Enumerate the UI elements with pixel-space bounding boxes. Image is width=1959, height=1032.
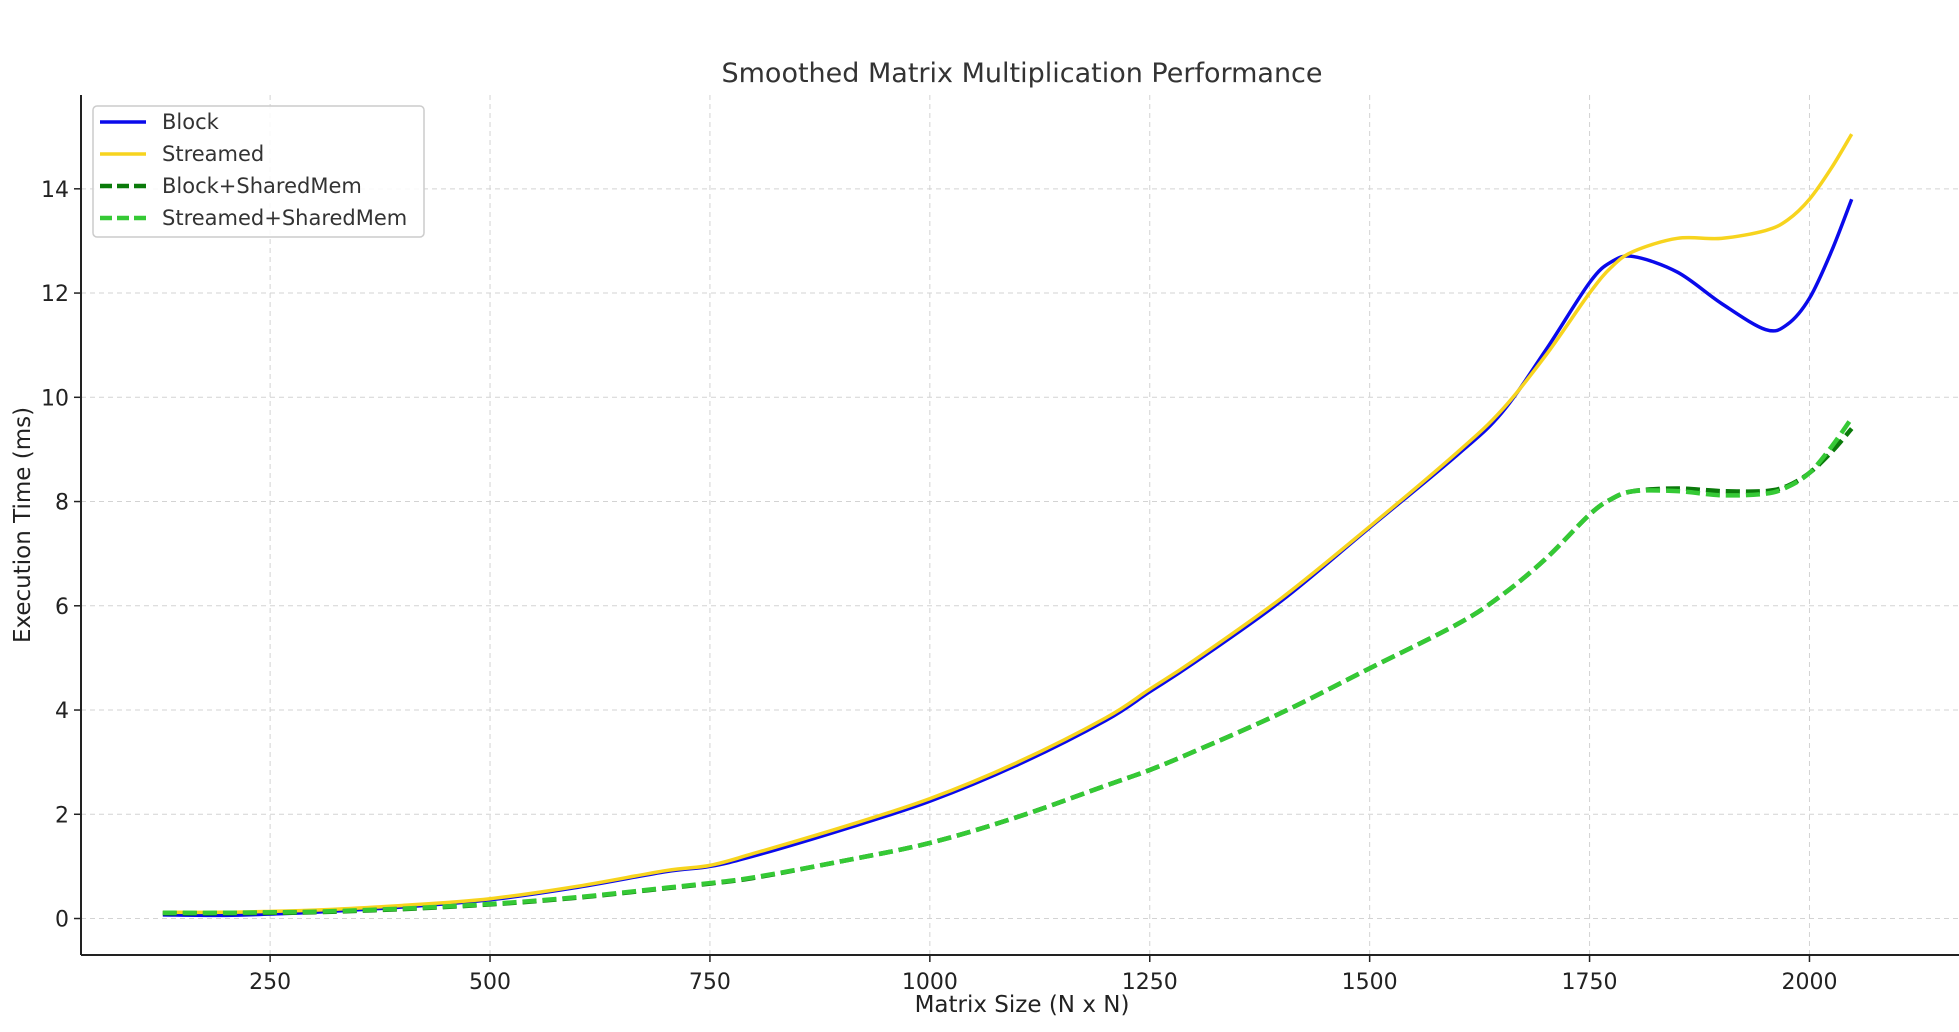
legend-box [92, 105, 425, 238]
legend-item-block: Block [100, 110, 220, 134]
legend: Block Streamed Block+SharedMem Streamed+Sha… [92, 105, 425, 238]
x-tick-label: 1750 [1562, 970, 1618, 995]
x-tick-label: 1500 [1342, 970, 1398, 995]
y-tick-label: 2 [55, 803, 69, 828]
x-tick-label: 750 [689, 970, 731, 995]
series-line-block [162, 198, 1854, 918]
x-tick-label: 1250 [1122, 970, 1178, 995]
x-tick-label: 250 [249, 970, 291, 995]
x-axis-title: Matrix Size (N x N) [915, 992, 1130, 1018]
y-tick-label: 12 [41, 282, 69, 307]
legend-label: Streamed [162, 142, 264, 166]
legend-item-block-sharedmem: Block+SharedMem [100, 174, 362, 198]
x-tick-label: 1000 [902, 970, 958, 995]
x-tick-label: 2000 [1781, 970, 1837, 995]
series-line-streamed-sharedmem [162, 416, 1854, 916]
chart-title: Smoothed Matrix Multiplication Performan… [721, 58, 1322, 89]
series-lines [162, 133, 1854, 918]
y-axis-title: Execution Time (ms) [10, 407, 36, 643]
y-tick-label: 10 [41, 386, 69, 411]
y-tick-label: 0 [55, 908, 69, 933]
legend-label: Block+SharedMem [162, 174, 362, 198]
y-tick-label: 8 [55, 491, 69, 516]
y-tick-label: 14 [41, 178, 69, 203]
legend-item-streamed-sharedmem: Streamed+SharedMem [100, 206, 407, 230]
legend-item-streamed: Streamed [100, 142, 264, 166]
series-line-streamed [162, 133, 1854, 915]
axis-ticks: 250 500 750 1000 1250 1500 1750 2000 0 2 4 6 8 10 12 14 [41, 178, 1837, 995]
legend-label: Block [162, 110, 220, 134]
axes [80, 95, 1959, 956]
x-tick-label: 500 [469, 970, 511, 995]
y-tick-label: 6 [55, 595, 69, 620]
legend-label: Streamed+SharedMem [162, 206, 407, 230]
y-tick-label: 4 [55, 699, 69, 724]
